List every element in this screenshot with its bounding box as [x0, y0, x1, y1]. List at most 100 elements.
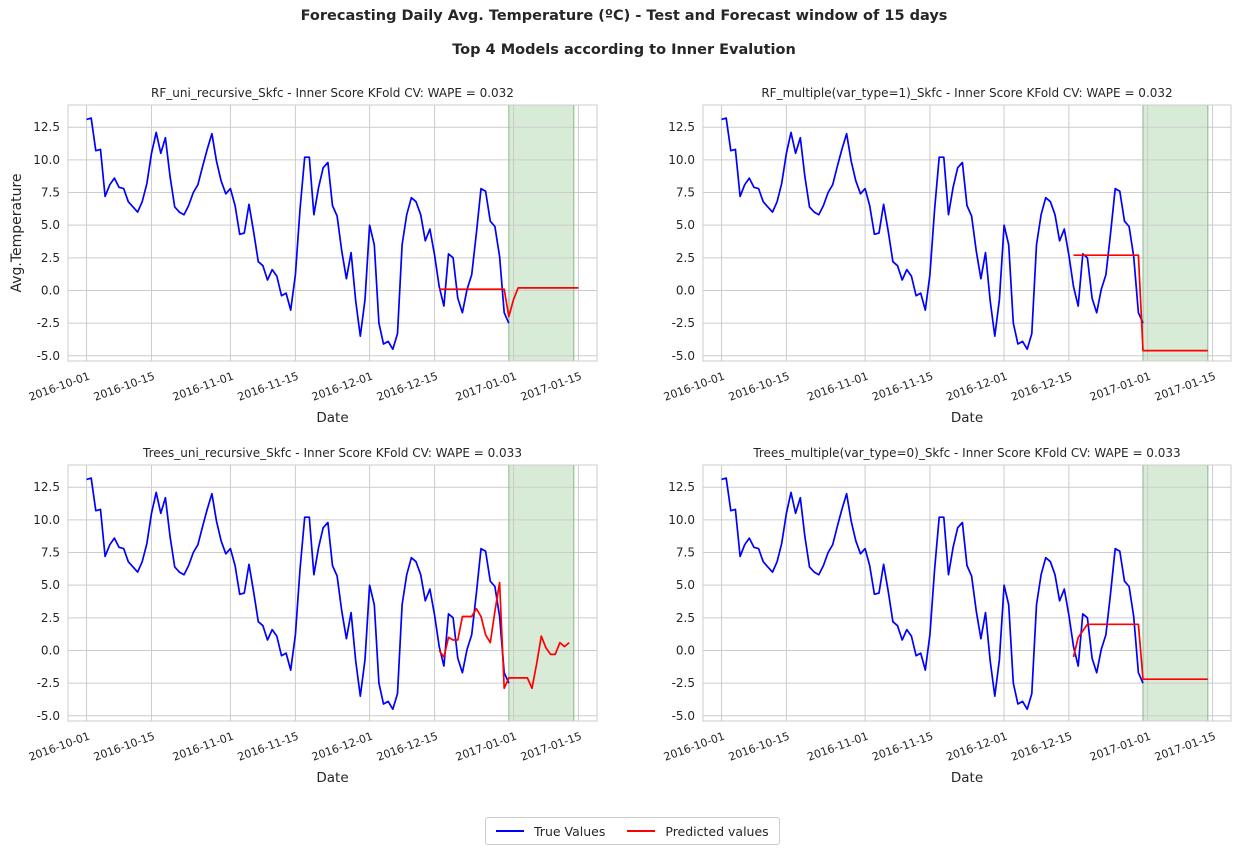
y-tick-label: 10.0 — [668, 153, 695, 167]
legend-label-predicted: Predicted values — [665, 823, 769, 839]
x-tick-label: 2016-10-01 — [662, 730, 727, 764]
y-tick-label: 7.5 — [676, 186, 695, 200]
plot-frame — [702, 104, 1232, 362]
y-tick-label: 12.5 — [33, 120, 60, 134]
panel-title: Trees_multiple(var_type=0)_Skfc - Inner … — [752, 446, 1180, 460]
y-tick-label: -2.5 — [672, 676, 695, 690]
y-tick-label: 7.5 — [676, 546, 695, 560]
x-tick-label: 2017-01-01 — [1088, 370, 1153, 404]
x-tick-label: 2016-11-15 — [236, 730, 301, 764]
y-tick-label: 12.5 — [33, 480, 60, 494]
true-values-line — [86, 477, 510, 711]
y-axis-label: Avg.Temperature — [9, 173, 25, 292]
y-tick-label: 0.0 — [41, 643, 60, 657]
predicted-values-line — [438, 581, 570, 690]
panel-title: RF_multiple(var_type=1)_Skfc - Inner Sco… — [761, 86, 1172, 100]
true-values-line — [86, 117, 510, 351]
y-tick-label: 10.0 — [33, 153, 60, 167]
y-tick-label: -5.0 — [37, 709, 60, 723]
legend-line-true — [496, 830, 524, 832]
x-tick-label: 2016-11-15 — [870, 730, 935, 764]
x-tick-label: 2016-10-15 — [727, 730, 792, 764]
x-tick-label: 2016-11-15 — [870, 370, 935, 404]
x-tick-label: 2016-12-15 — [375, 730, 440, 764]
x-tick-label: 2016-10-01 — [662, 370, 727, 404]
plot-frame — [702, 464, 1232, 722]
x-tick-label: 2016-12-01 — [310, 730, 375, 764]
x-tick-label: 2016-11-01 — [806, 730, 871, 764]
predicted-values-line — [1073, 254, 1208, 352]
panel-title: RF_uni_recursive_Skfc - Inner Score KFol… — [151, 86, 514, 100]
x-tick-label: 2017-01-15 — [1153, 370, 1218, 404]
x-tick-label: 2017-01-01 — [1088, 730, 1153, 764]
y-tick-label: 0.0 — [676, 283, 695, 297]
x-tick-label: 2016-12-01 — [945, 370, 1010, 404]
true-values-line — [721, 477, 1144, 711]
legend-label-true: True Values — [534, 823, 606, 839]
x-tick-label: 2016-12-15 — [1009, 370, 1074, 404]
y-tick-label: 2.5 — [676, 611, 695, 625]
predicted-values-line — [1072, 623, 1208, 681]
forecast-window — [1143, 465, 1208, 721]
y-tick-label: 12.5 — [668, 480, 695, 494]
forecast-window — [1143, 105, 1208, 361]
y-tick-label: -5.0 — [672, 709, 695, 723]
x-tick-label: 2016-10-01 — [27, 370, 92, 404]
y-tick-label: 7.5 — [41, 186, 60, 200]
plot-frame — [67, 104, 598, 362]
y-tick-label: 10.0 — [33, 513, 60, 527]
x-tick-label: 2016-12-01 — [945, 730, 1010, 764]
y-tick-label: -5.0 — [37, 349, 60, 363]
x-tick-label: 2016-11-01 — [171, 370, 236, 404]
y-tick-label: -2.5 — [37, 316, 60, 330]
plot-frame — [67, 464, 598, 722]
x-tick-label: 2016-10-15 — [727, 370, 792, 404]
predicted-values-line — [439, 287, 579, 318]
x-tick-label: 2016-10-15 — [92, 370, 157, 404]
x-tick-label: 2016-12-15 — [1009, 730, 1074, 764]
y-tick-label: 2.5 — [676, 251, 695, 265]
x-tick-label: 2017-01-01 — [454, 730, 519, 764]
figure-title: Forecasting Daily Avg. Temperature (ºC) … — [300, 8, 948, 24]
x-tick-label: 2017-01-15 — [519, 730, 584, 764]
x-axis-label: Date — [951, 770, 983, 786]
y-tick-label: -2.5 — [672, 316, 695, 330]
y-tick-label: 5.0 — [41, 578, 60, 592]
y-tick-label: 5.0 — [41, 218, 60, 232]
true-values-line — [721, 117, 1144, 351]
x-axis-label: Date — [316, 410, 348, 426]
y-tick-label: 5.0 — [676, 578, 695, 592]
legend-item-true: True Values — [496, 824, 605, 839]
x-tick-label: 2016-11-15 — [236, 370, 301, 404]
y-tick-label: -2.5 — [37, 676, 60, 690]
x-tick-label: 2016-10-01 — [27, 730, 92, 764]
y-tick-label: 0.0 — [676, 643, 695, 657]
figure-subtitle: Top 4 Models according to Inner Evalutio… — [452, 42, 796, 58]
y-tick-label: -5.0 — [672, 349, 695, 363]
x-tick-label: 2016-12-15 — [375, 370, 440, 404]
y-tick-label: 12.5 — [668, 120, 695, 134]
y-tick-label: 10.0 — [668, 513, 695, 527]
x-tick-label: 2017-01-15 — [1153, 730, 1218, 764]
x-axis-label: Date — [951, 410, 983, 426]
x-tick-label: 2016-10-15 — [92, 730, 157, 764]
x-tick-label: 2017-01-15 — [519, 370, 584, 404]
legend-line-predicted — [627, 830, 656, 832]
forecast-window — [508, 465, 574, 721]
y-tick-label: 0.0 — [41, 283, 60, 297]
y-tick-label: 5.0 — [676, 218, 695, 232]
x-tick-label: 2016-11-01 — [806, 370, 871, 404]
y-tick-label: 7.5 — [41, 546, 60, 560]
forecast-window — [508, 105, 574, 361]
y-tick-label: 2.5 — [41, 611, 60, 625]
y-tick-label: 2.5 — [41, 251, 60, 265]
x-tick-label: 2016-11-01 — [171, 730, 236, 764]
panel-title: Trees_uni_recursive_Skfc - Inner Score K… — [142, 446, 522, 460]
legend: True Values Predicted values — [485, 817, 780, 845]
x-tick-label: 2017-01-01 — [454, 370, 519, 404]
